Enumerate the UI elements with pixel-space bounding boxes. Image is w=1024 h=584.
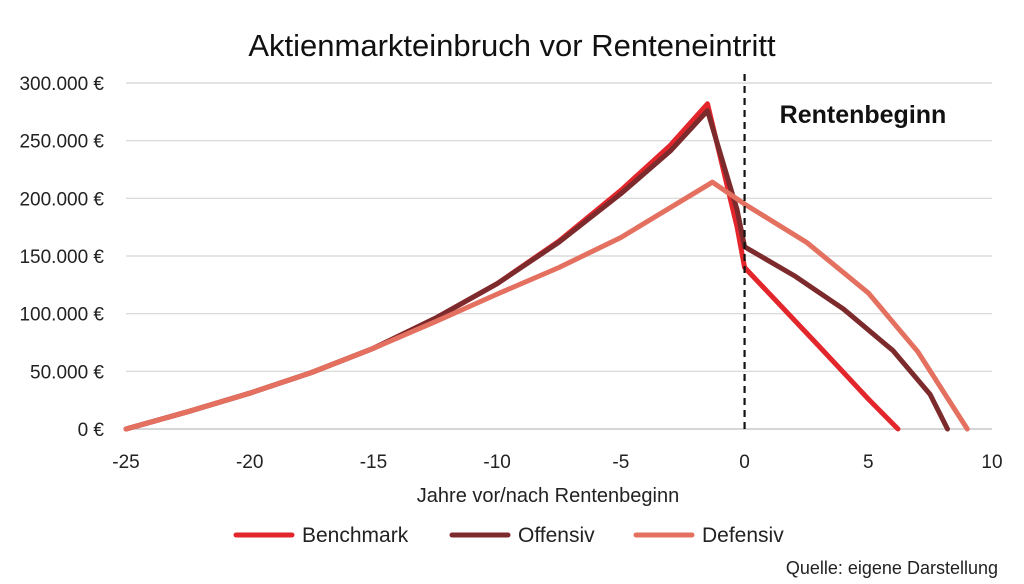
x-tick-label: 10 (981, 452, 1002, 473)
x-tick-label: -20 (236, 452, 263, 473)
y-tick-label: 150.000 € (19, 247, 104, 268)
y-tick-label: 100.000 € (19, 305, 104, 326)
y-axis-ticks: 0 € 50.000 € 100.000 € 150.000 € 200.000 € 25… (19, 74, 104, 441)
grid-lines (126, 82, 992, 430)
legend: Benchmark Offensiv Defensiv (233, 524, 784, 547)
x-axis-label: Jahre vor/nach Rentenbeginn (417, 485, 679, 507)
rentenbeginn-label: Rentenbeginn (780, 101, 947, 129)
y-tick-label: 0 € (78, 420, 105, 441)
series-line-offensiv (123, 108, 950, 432)
y-tick-label: 300.000 € (19, 74, 104, 95)
x-tick-label: -25 (112, 452, 139, 473)
y-tick-label: 200.000 € (19, 189, 104, 210)
x-axis-ticks: -25 -20 -15 -10 -5 0 5 10 (112, 452, 1002, 473)
series-lines (123, 101, 970, 432)
x-tick-label: -10 (483, 452, 510, 473)
series-line-defensiv (123, 179, 970, 432)
rentenbeginn-marker: Rentenbeginn (743, 74, 947, 429)
source-note: Quelle: eigene Darstellung (786, 558, 998, 578)
chart-title: Aktienmarkteinbruch vor Renteneintritt (248, 28, 776, 63)
y-tick-label: 250.000 € (19, 132, 104, 153)
x-tick-label: -15 (360, 452, 387, 473)
legend-label-benchmark: Benchmark (302, 524, 409, 547)
x-tick-label: -5 (612, 452, 629, 473)
y-tick-label: 50.000 € (30, 362, 104, 383)
x-tick-label: 5 (863, 452, 874, 473)
x-tick-label: 0 (739, 452, 750, 473)
legend-label-offensiv: Offensiv (518, 524, 595, 547)
legend-label-defensiv: Defensiv (702, 524, 784, 547)
